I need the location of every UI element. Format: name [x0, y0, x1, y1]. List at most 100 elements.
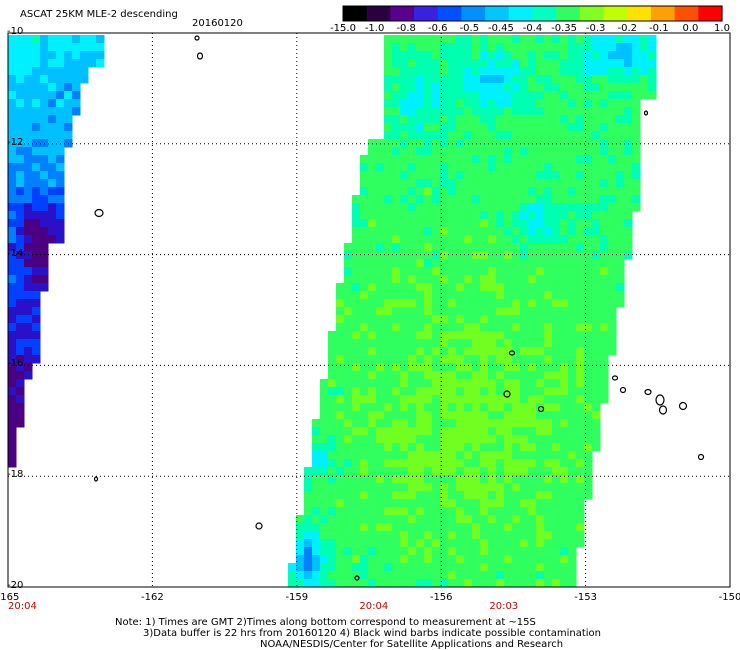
swath-cell [472, 243, 481, 252]
swath-cell [360, 483, 369, 492]
swath-cell [568, 283, 577, 292]
island-outline [697, 453, 705, 461]
swath-cell [544, 331, 553, 340]
swath-cell [360, 179, 369, 188]
swath-cell [512, 35, 521, 44]
swath-cell [384, 43, 393, 52]
swath-cell [576, 339, 585, 348]
colorbar-swatch [556, 6, 581, 21]
swath-cell [416, 523, 425, 532]
swath-cell [400, 403, 409, 412]
swath-cell [464, 339, 473, 348]
swath-cell [544, 403, 553, 412]
swath-cell [576, 291, 585, 300]
swath-cell [576, 211, 585, 220]
swath-cell [592, 411, 601, 420]
swath-cell [480, 147, 489, 156]
swath-cell [456, 267, 465, 276]
swath-cell [352, 355, 361, 364]
swath-cell [368, 187, 377, 196]
swath-cell [440, 291, 449, 300]
swath-cell [448, 459, 457, 468]
swath-cell [592, 67, 601, 76]
swath-cell [432, 43, 441, 52]
swath-cell [432, 267, 441, 276]
swath-cell [336, 467, 345, 476]
swath-cell [496, 355, 505, 364]
swath-cell [344, 467, 353, 476]
swath-cell [568, 251, 577, 260]
swath-cell [528, 83, 537, 92]
swath-cell [336, 499, 345, 508]
swath-cell [384, 459, 393, 468]
swath-cell [416, 331, 425, 340]
swath-cell [544, 347, 553, 356]
swath-cell [352, 539, 361, 548]
swath-cell [392, 515, 401, 524]
swath-cell [560, 115, 569, 124]
swath-cell [536, 539, 545, 548]
swath-cell [536, 83, 545, 92]
swath-cell [416, 387, 425, 396]
swath-cell [384, 83, 393, 92]
swath-cell [544, 491, 553, 500]
swath-cell [40, 147, 49, 156]
swath-cell [480, 259, 489, 268]
swath-cell [520, 459, 529, 468]
swath-cell [376, 435, 385, 444]
island-outline [196, 52, 204, 60]
swath-cell [40, 67, 49, 76]
swath-cell [528, 243, 537, 252]
swath-cell [592, 51, 601, 60]
swath-cell [464, 459, 473, 468]
swath-cell [368, 515, 377, 524]
swath-cell [552, 91, 561, 100]
swath-cell [400, 451, 409, 460]
swath-cell [560, 131, 569, 140]
swath-cell [328, 387, 337, 396]
swath-cell [40, 251, 49, 260]
swath-cell [344, 267, 353, 276]
swath-cell [488, 51, 497, 60]
swath-cell [552, 35, 561, 44]
swath-cell [504, 131, 513, 140]
island-outline [678, 401, 688, 411]
swath-cell [472, 555, 481, 564]
swath-cell [360, 531, 369, 540]
island-outline [508, 350, 516, 356]
swath-cell [504, 67, 513, 76]
swath-cell [488, 363, 497, 372]
swath-cell [568, 155, 577, 164]
swath-cell [400, 51, 409, 60]
swath-cell [336, 355, 345, 364]
swath-cell [640, 83, 649, 92]
swath-cell [472, 179, 481, 188]
swath-cell [344, 339, 353, 348]
swath-cell [384, 507, 393, 516]
swath-cell [24, 163, 33, 172]
swath-cell [624, 171, 633, 180]
swath-cell [568, 291, 577, 300]
swath-cell [520, 211, 529, 220]
swath-cell [584, 339, 593, 348]
swath-cell [376, 187, 385, 196]
swath-cell [472, 547, 481, 556]
swath-cell [592, 443, 601, 452]
swath-cell [368, 387, 377, 396]
swath-cell [488, 123, 497, 132]
swath-cell [408, 115, 417, 124]
swath-cell [464, 395, 473, 404]
swath-cell [24, 235, 33, 244]
swath-cell [560, 523, 569, 532]
swath-cell [496, 51, 505, 60]
swath-cell [560, 371, 569, 380]
swath-cell [48, 179, 57, 188]
swath-cell [368, 235, 377, 244]
swath-cell [416, 347, 425, 356]
swath-cell [568, 555, 577, 564]
swath-cell [536, 331, 545, 340]
swath-cell [424, 315, 433, 324]
swath-cell [408, 83, 417, 92]
swath-cell [392, 275, 401, 284]
swath-cell [448, 555, 457, 564]
